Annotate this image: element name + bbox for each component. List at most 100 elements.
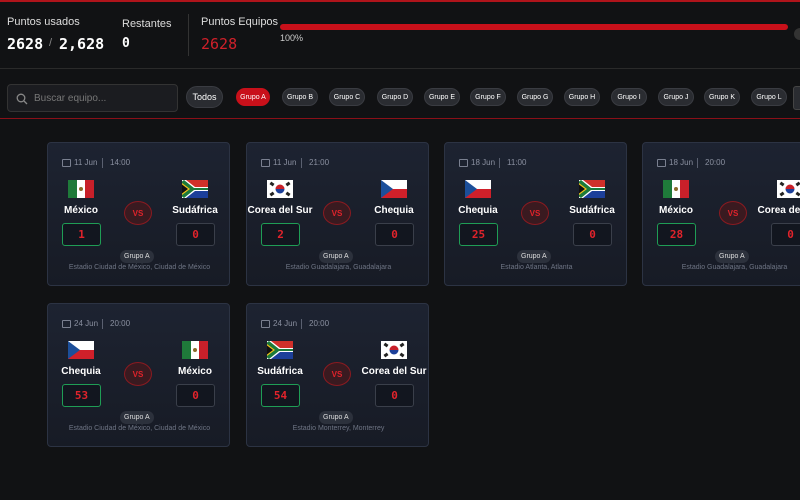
filter-chip[interactable]: Grupo B [282, 88, 318, 106]
filter-chip[interactable]: Grupo L [751, 88, 787, 106]
flag [182, 341, 191, 359]
flag [267, 341, 293, 350]
flag [389, 350, 399, 355]
group-badge: Grupo A [715, 250, 749, 263]
flag [383, 352, 389, 358]
filter-chip[interactable]: Grupo C [329, 88, 365, 106]
score[interactable]: 28 [657, 223, 696, 246]
filter-chip[interactable]: Grupo A [236, 88, 270, 106]
icon-shape [23, 100, 28, 105]
flag [68, 180, 94, 198]
filter-chip[interactable]: Grupo E [424, 88, 460, 106]
team-name: Corea del Sur [361, 366, 427, 377]
filter-chip[interactable]: Grupo J [658, 88, 694, 106]
team-name: Chequia [374, 205, 414, 216]
flag [465, 180, 491, 198]
label: Puntos usados [7, 16, 80, 28]
divider [301, 158, 302, 168]
flag [579, 184, 585, 194]
calendar-icon [261, 159, 270, 167]
score[interactable]: 1 [62, 223, 101, 246]
flag [68, 350, 94, 359]
placeholder: Buscar equipo... [34, 93, 107, 104]
date: 24 Jun [273, 319, 298, 328]
team-name: Sudáfrica [569, 205, 615, 216]
flag [680, 180, 689, 198]
flag [785, 184, 795, 189]
label: Restantes [122, 18, 172, 30]
flag [579, 180, 605, 189]
icon-shape [16, 93, 26, 103]
flag [269, 181, 275, 187]
flag [785, 189, 795, 194]
match-card[interactable]: 24 Jun 20:00 Chequia México VS 53 0 Grupo A Esta… [47, 303, 230, 447]
filter-chip[interactable]: Grupo K [704, 88, 740, 106]
score[interactable]: 0 [771, 223, 800, 246]
filter-chip[interactable]: Todos [186, 86, 223, 108]
score[interactable]: 0 [176, 384, 215, 407]
flag [399, 342, 405, 348]
score[interactable]: 0 [176, 223, 215, 246]
group-badge: Grupo A [120, 411, 154, 424]
filter-chip[interactable]: Grupo D [377, 88, 413, 106]
team-name: Corea del Sur [247, 205, 313, 216]
progress-label: 100% [280, 33, 304, 43]
divider [188, 14, 189, 56]
divider [102, 319, 103, 329]
value: 2,628 [59, 35, 105, 53]
score[interactable]: 25 [459, 223, 498, 246]
score[interactable]: 54 [261, 384, 300, 407]
separator: / [49, 37, 53, 49]
value: 0 [122, 36, 130, 51]
time: 14:00 [110, 158, 131, 167]
flag [383, 342, 389, 348]
match-card[interactable]: 11 Jun 21:00 Corea del Sur Chequia VS 2 0 Grupo… [246, 142, 429, 286]
value: 2628 [7, 35, 44, 53]
flag [795, 181, 800, 187]
search-input[interactable]: Buscar equipo... [7, 84, 178, 112]
time: 20:00 [309, 319, 330, 328]
team-name: Chequia [458, 205, 498, 216]
venue: Estadio Ciudad de México, Ciudad de Méxi… [68, 425, 211, 432]
filter-chip[interactable]: Grupo G [517, 88, 553, 106]
filter-chip[interactable]: Grupo I [611, 88, 647, 106]
group-badge: Grupo A [319, 250, 353, 263]
calendar-icon [261, 320, 270, 328]
flag [267, 345, 273, 355]
vs-badge: VS [521, 201, 549, 225]
filter-chip[interactable]: Grupo F [470, 88, 506, 106]
group-badge: Grupo A [319, 411, 353, 424]
date: 24 Jun [74, 319, 99, 328]
flag [267, 341, 293, 359]
label: Puntos Equipos [201, 16, 279, 28]
group-badge: Grupo A [120, 250, 154, 263]
value: 2628 [201, 35, 238, 53]
score[interactable]: 0 [573, 223, 612, 246]
filter-chip[interactable]: Grupo H [564, 88, 600, 106]
group-badge: Grupo A [517, 250, 551, 263]
calendar-icon [62, 320, 71, 328]
flag [267, 350, 293, 359]
flag [269, 191, 275, 197]
calendar-icon [459, 159, 468, 167]
match-card[interactable]: 18 Jun 20:00 México Corea del Sur VS 28 0 Grupo… [642, 142, 800, 286]
flag [663, 180, 672, 198]
flag [68, 180, 77, 198]
score[interactable]: 53 [62, 384, 101, 407]
score[interactable]: 2 [261, 223, 300, 246]
flag [465, 180, 477, 198]
score[interactable]: 0 [375, 384, 414, 407]
match-card[interactable]: 11 Jun 14:00 México Sudáfrica VS 1 0 Grupo A Est… [47, 142, 230, 286]
icon-button[interactable] [794, 28, 800, 40]
match-card[interactable]: 24 Jun 20:00 Sudáfrica Corea del Sur VS 54 0 Gr… [246, 303, 429, 447]
flag [779, 191, 785, 197]
filter-more[interactable] [793, 86, 800, 110]
divider [0, 68, 800, 69]
flag [182, 180, 208, 198]
flag [182, 180, 208, 189]
vs-badge: VS [719, 201, 747, 225]
flag [68, 341, 94, 359]
score[interactable]: 0 [375, 223, 414, 246]
